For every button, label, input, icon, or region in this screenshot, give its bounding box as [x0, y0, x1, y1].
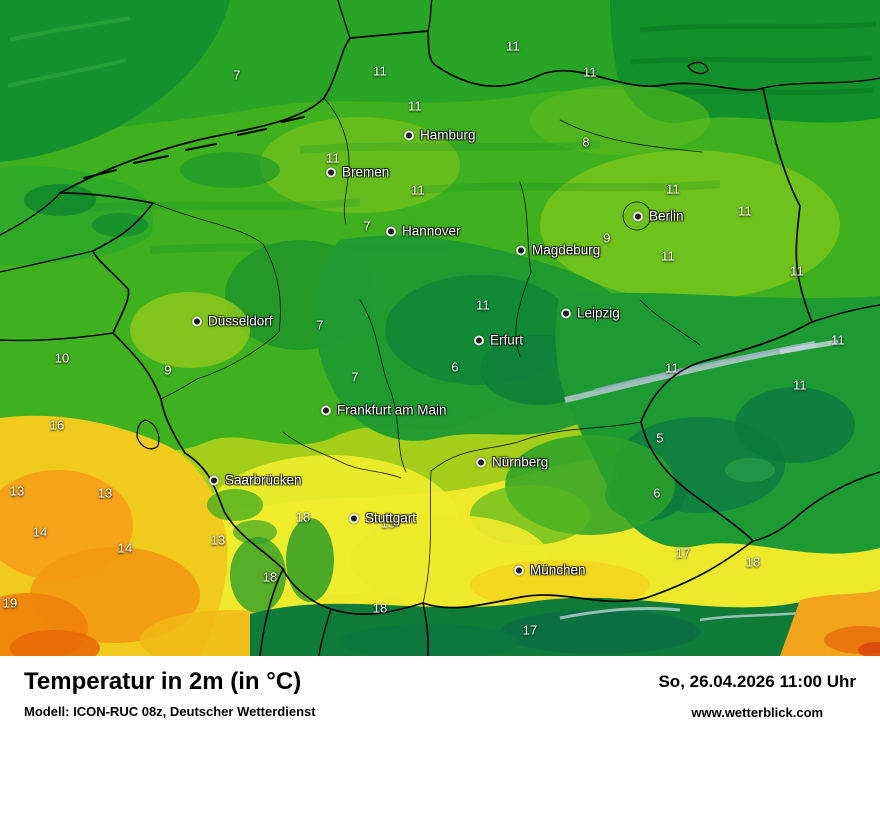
map-title: Temperatur in 2m (in °C): [24, 668, 302, 695]
model-info: Modell: ICON-RUC 08z, Deutscher Wetterdi…: [24, 704, 316, 720]
footer-right: So, 26.04.2026 11:00 Uhr www.wetterblick…: [658, 669, 856, 720]
footer-left: Temperatur in 2m (in °C) Modell: ICON-RU…: [24, 668, 316, 720]
valid-datetime: So, 26.04.2026 11:00 Uhr: [658, 672, 856, 691]
map-area: 7 11 11 11 11 8 11 11 11 11 7 9 11 11 11 7 10 9 6 11 11 11 7 16…: [0, 0, 880, 656]
footer-text-row: Temperatur in 2m (in °C) Modell: ICON-RU…: [0, 656, 880, 720]
map-footer: Temperatur in 2m (in °C) Modell: ICON-RU…: [0, 656, 880, 830]
germany-temperature-map: [0, 0, 880, 656]
website-url: www.wetterblick.com: [691, 705, 824, 720]
